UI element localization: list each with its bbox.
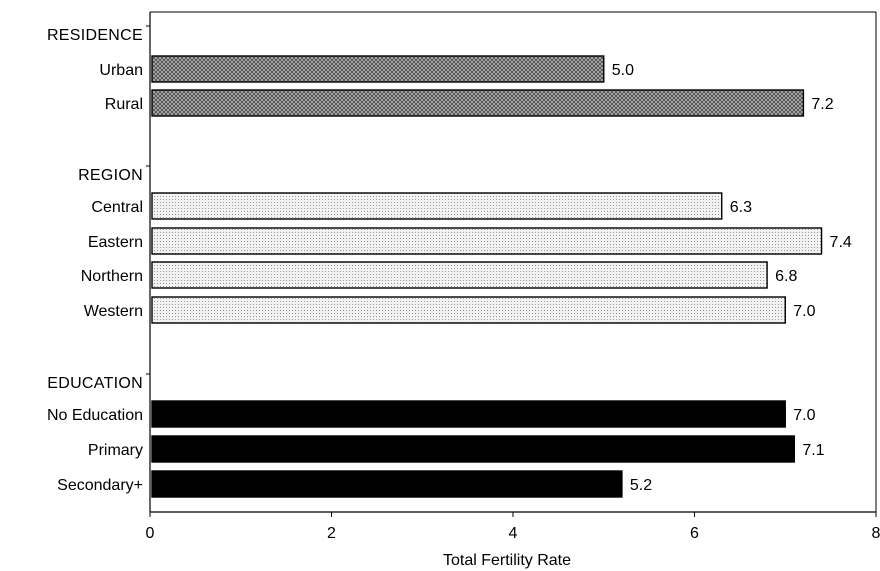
x-axis-label: Total Fertility Rate [443, 552, 571, 569]
bar-secondary [151, 470, 623, 498]
value-label-eastern: 7.4 [830, 234, 852, 251]
category-label-western: Western [84, 303, 143, 320]
bar-northern [151, 261, 768, 289]
x-tick-label: 0 [146, 525, 155, 542]
bar-central [151, 192, 723, 220]
category-label-secondary: Secondary+ [57, 477, 143, 494]
bar-eastern [151, 227, 823, 255]
category-label-central: Central [91, 199, 143, 216]
group-label-residence: RESIDENCE [47, 27, 143, 44]
group-label-region: REGION [78, 167, 143, 184]
category-label-no-education: No Education [47, 407, 143, 424]
value-label-central: 6.3 [730, 199, 752, 216]
value-label-rural: 7.2 [811, 96, 833, 113]
x-tick-label: 6 [690, 525, 699, 542]
bar-no-education [151, 400, 786, 428]
category-label-northern: Northern [81, 268, 143, 285]
value-label-northern: 6.8 [775, 268, 797, 285]
category-label-urban: Urban [99, 62, 143, 79]
value-label-urban: 5.0 [612, 62, 634, 79]
value-label-secondary: 5.2 [630, 477, 652, 494]
value-label-no-education: 7.0 [793, 407, 815, 424]
category-label-eastern: Eastern [88, 234, 143, 251]
value-label-western: 7.0 [793, 303, 815, 320]
group-label-education: EDUCATION [47, 375, 143, 392]
bar-western [151, 296, 786, 324]
bar-urban [151, 55, 605, 83]
value-label-primary: 7.1 [802, 442, 824, 459]
bar-primary [151, 435, 796, 463]
category-label-primary: Primary [88, 442, 143, 459]
bar-rural [151, 89, 805, 117]
x-tick-label: 4 [509, 525, 518, 542]
x-tick-label: 2 [327, 525, 336, 542]
x-tick-label: 8 [872, 525, 880, 542]
category-label-rural: Rural [105, 96, 143, 113]
plot-area: 0 2 4 6 8 Total Fertility Rate RESIDENCE Urban 5… [47, 11, 880, 569]
